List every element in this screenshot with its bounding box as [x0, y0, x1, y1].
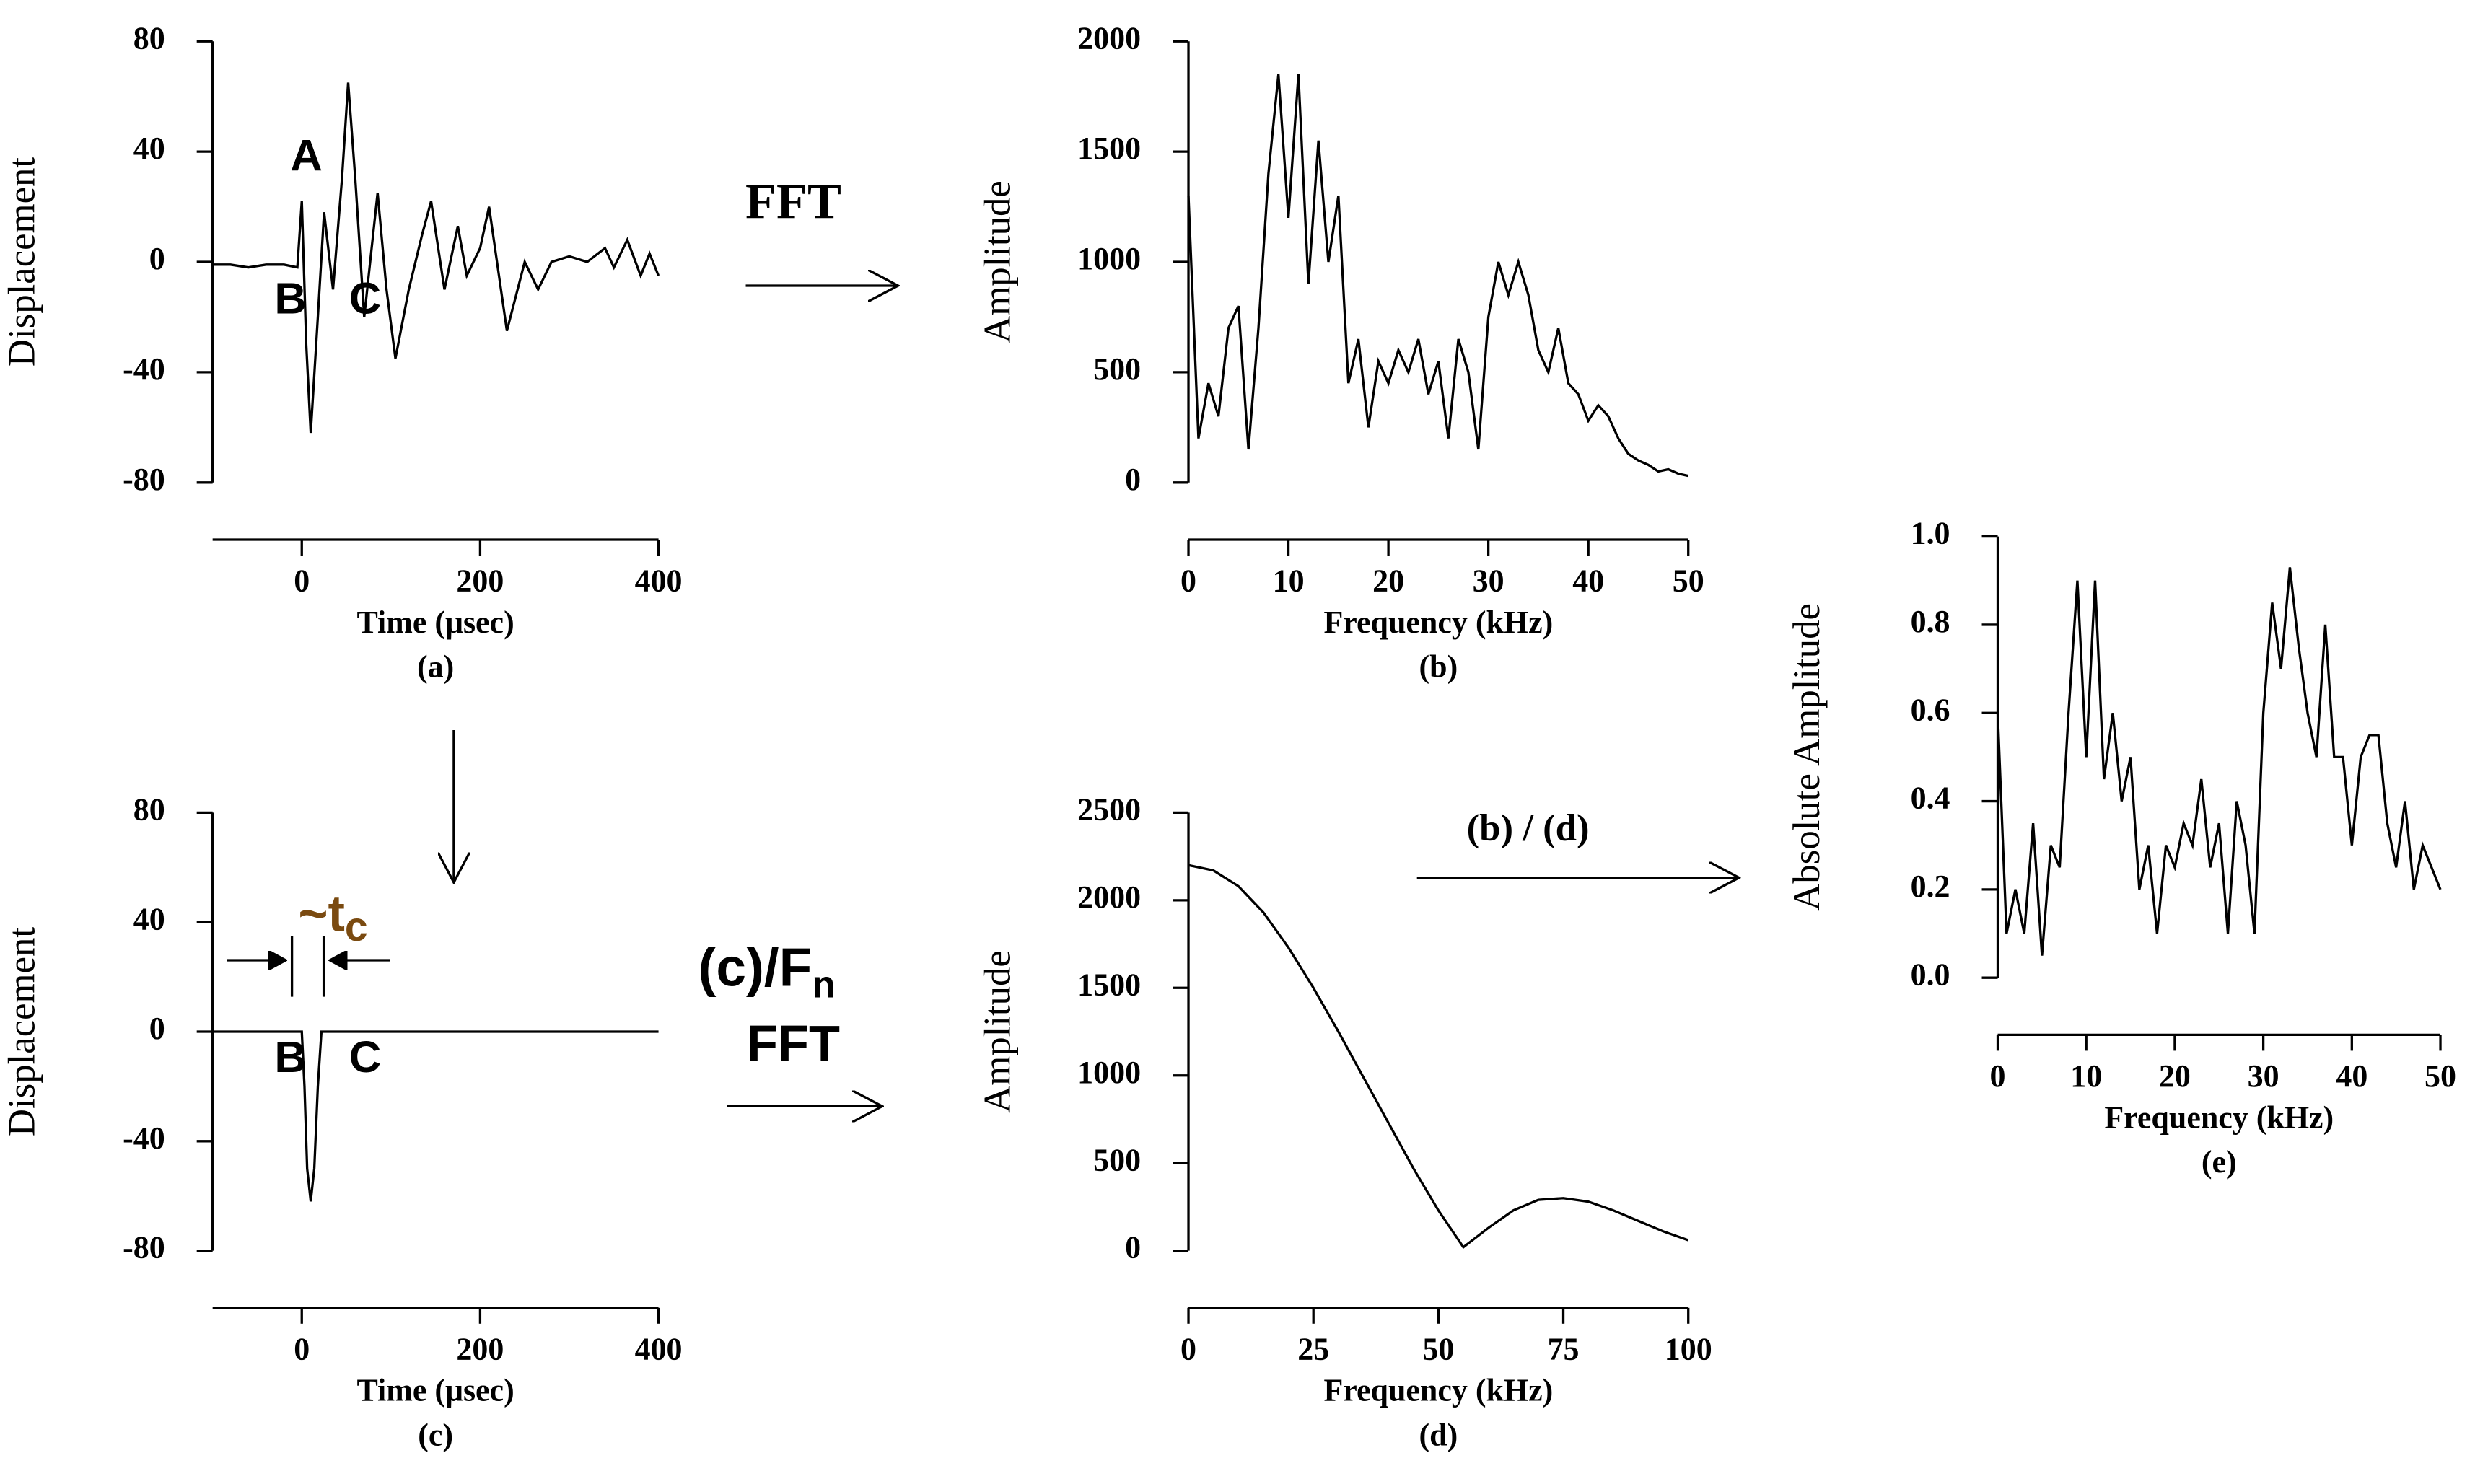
arrow-label: (b) / (d): [1467, 807, 1590, 849]
data-line: [1996, 567, 2442, 956]
y-tick-label: 500: [1093, 1142, 1141, 1177]
x-tick-label: 0: [294, 563, 310, 599]
y-tick-label: 0: [149, 241, 165, 276]
x-tick-label: 0: [1181, 563, 1196, 599]
x-tick-label: 50: [1673, 563, 1704, 599]
x-tick-label: 25: [1297, 1331, 1329, 1366]
interval-label: ~tc: [298, 884, 367, 950]
x-tick-label: 400: [635, 1331, 683, 1366]
interval-label-main: ~t: [298, 884, 345, 941]
x-axis-label: Time (μsec): [357, 605, 514, 640]
x-tick-label: 30: [1473, 563, 1504, 599]
y-axis-label: Displacement: [1, 927, 43, 1137]
arrow-label-main: (c)/F: [698, 936, 812, 997]
annotation: C: [349, 1032, 381, 1082]
interval-label-sub: c: [345, 904, 368, 950]
y-tick-label: 0.6: [1911, 692, 1950, 727]
caption: (e): [2202, 1144, 2237, 1180]
y-tick-label: 0: [1125, 1230, 1141, 1265]
data-line: [1188, 864, 1689, 1250]
y-tick-label: 1000: [1077, 241, 1141, 276]
x-tick-label: 20: [2159, 1058, 2191, 1094]
y-tick-label: 1.0: [1911, 516, 1950, 551]
caption: (b): [1419, 649, 1458, 684]
x-tick-label: 0: [294, 1331, 310, 1366]
arrow-label: FFT: [747, 1015, 840, 1072]
y-tick-label: 2000: [1077, 20, 1141, 56]
y-tick-label: 40: [133, 901, 165, 936]
x-tick-label: 50: [2425, 1058, 2456, 1094]
y-tick-label: -80: [123, 1230, 165, 1265]
data-line: [1187, 74, 1689, 478]
y-tick-label: 1500: [1077, 967, 1141, 1002]
y-axis-label: Amplitude: [977, 950, 1019, 1113]
y-tick-label: 500: [1093, 351, 1141, 387]
x-tick-label: 20: [1372, 563, 1404, 599]
caption: (c): [418, 1417, 453, 1452]
x-tick-label: 50: [1422, 1331, 1454, 1366]
y-tick-label: 2500: [1077, 791, 1141, 827]
y-axis-label: Displacement: [1, 157, 43, 367]
arrow-label: FFT: [745, 173, 841, 229]
arrow-label-sub: n: [812, 963, 835, 1006]
annotation: B: [274, 273, 306, 323]
annotation: B: [274, 1032, 306, 1082]
x-tick-label: 200: [456, 1331, 504, 1366]
y-tick-label: 0.4: [1911, 781, 1950, 816]
y-tick-label: 1500: [1077, 131, 1141, 166]
y-tick-label: 2000: [1077, 879, 1141, 915]
x-tick-label: 10: [1273, 563, 1305, 599]
arrow-label: (c)/Fn: [698, 936, 836, 1006]
y-tick-label: 0: [149, 1011, 165, 1046]
y-tick-label: -40: [123, 1120, 165, 1156]
x-tick-label: 40: [2336, 1058, 2367, 1094]
caption: (d): [1419, 1417, 1458, 1452]
y-tick-label: 80: [133, 791, 165, 827]
data-line: [212, 1030, 659, 1202]
y-tick-label: 0.8: [1911, 604, 1950, 639]
y-tick-label: -80: [123, 462, 165, 497]
x-tick-label: 0: [1181, 1331, 1196, 1366]
y-tick-label: -40: [123, 351, 165, 387]
annotation: C: [349, 273, 381, 323]
x-tick-label: 400: [635, 563, 683, 599]
y-tick-label: 40: [133, 131, 165, 166]
x-axis-label: Frequency (kHz): [1323, 605, 1553, 640]
annotation: A: [290, 131, 322, 180]
data-line: [212, 82, 660, 434]
x-tick-label: 75: [1548, 1331, 1580, 1366]
x-axis-label: Time (μsec): [357, 1373, 514, 1408]
y-axis-label: Absolute Amplitude: [1786, 603, 1828, 911]
y-axis-label: Amplitude: [977, 180, 1019, 343]
y-tick-label: 0: [1125, 462, 1141, 497]
caption: (a): [417, 649, 454, 684]
x-tick-label: 0: [1990, 1058, 2006, 1094]
x-tick-label: 10: [2070, 1058, 2102, 1094]
x-tick-label: 40: [1572, 563, 1604, 599]
y-tick-label: 1000: [1077, 1055, 1141, 1090]
y-tick-label: 0.0: [1911, 957, 1950, 992]
x-axis-label: Frequency (kHz): [2104, 1099, 2334, 1135]
y-tick-label: 0.2: [1911, 869, 1950, 904]
x-axis-label: Frequency (kHz): [1323, 1373, 1553, 1408]
x-tick-label: 200: [456, 563, 504, 599]
x-tick-label: 100: [1665, 1331, 1712, 1366]
y-tick-label: 80: [133, 20, 165, 56]
x-tick-label: 30: [2248, 1058, 2279, 1094]
